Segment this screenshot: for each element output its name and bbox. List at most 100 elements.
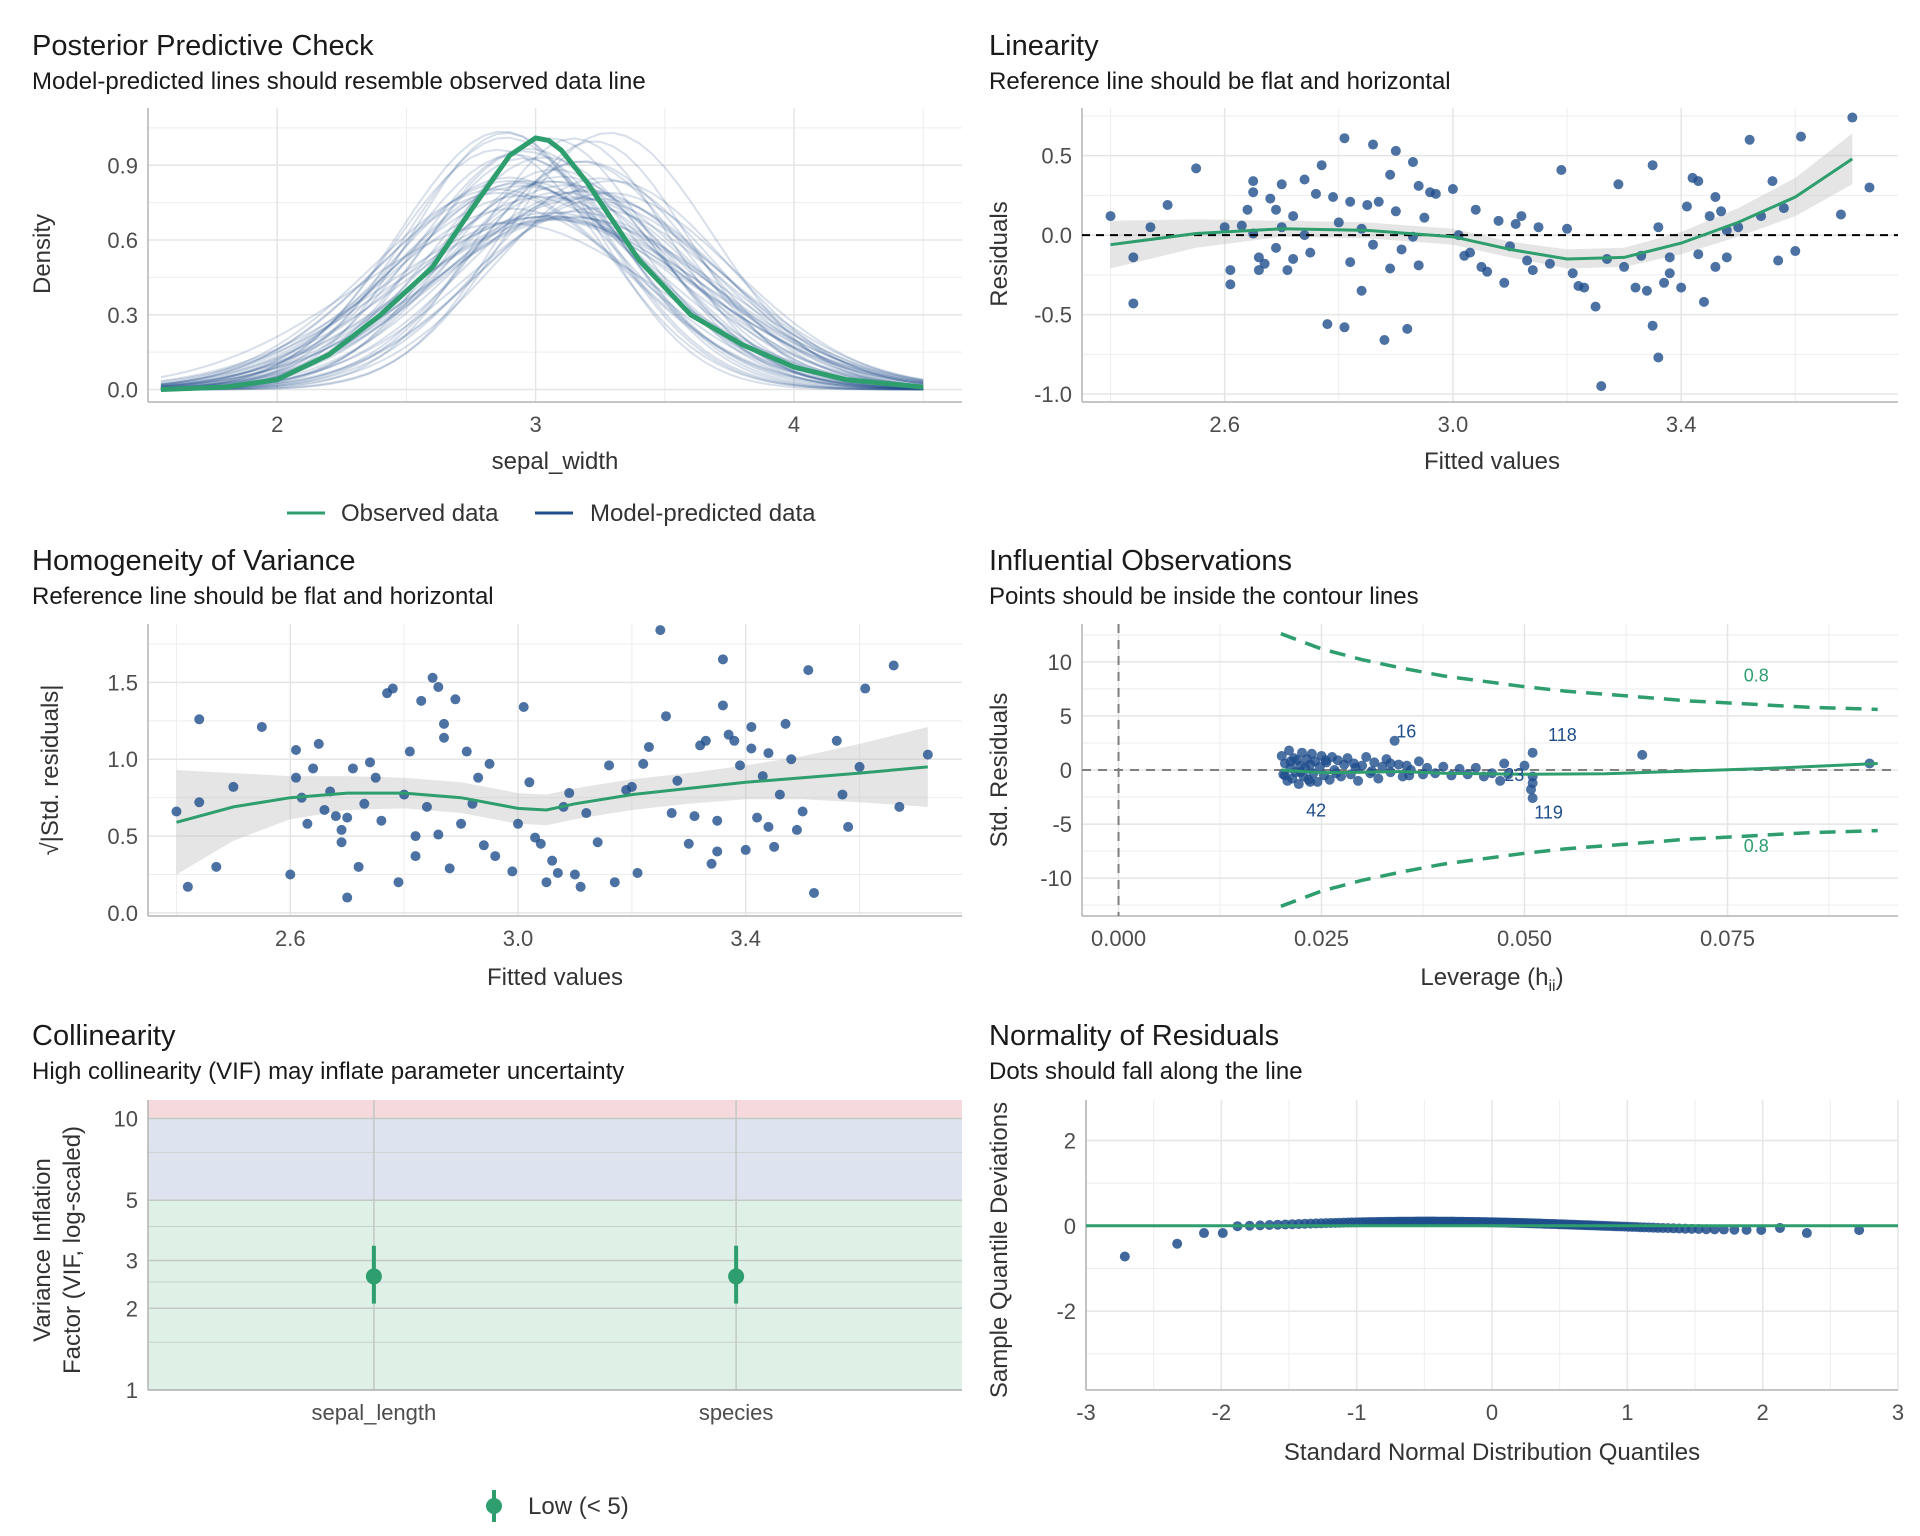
homogeneity-point — [746, 743, 757, 754]
influential-point — [1422, 762, 1433, 773]
linearity-point — [1704, 211, 1715, 222]
influential-y-tick-label: 10 — [1048, 650, 1072, 675]
linearity-point — [1413, 180, 1424, 191]
normality-x-tick-label: 1 — [1621, 1400, 1633, 1425]
homogeneity-point — [194, 797, 205, 808]
linearity-point — [1470, 204, 1481, 215]
normality-subtitle: Dots should fall along the line — [989, 1058, 1303, 1085]
homogeneity-point — [387, 683, 398, 694]
linearity-point — [1407, 157, 1418, 168]
ppc-predicted-line — [160, 191, 924, 390]
influential-point — [1495, 775, 1506, 786]
linearity-point — [1630, 282, 1641, 293]
linearity-y-axis-label: Residuals — [986, 201, 1013, 306]
linearity-point — [1795, 131, 1806, 142]
linearity-point — [1533, 222, 1544, 233]
ppc-predicted-line — [160, 188, 924, 390]
linearity-point — [1276, 222, 1287, 233]
homogeneity-point — [410, 851, 421, 862]
homogeneity-point — [194, 714, 205, 725]
collinearity-zone-2 — [148, 1100, 962, 1119]
linearity-point — [1322, 319, 1333, 330]
homogeneity-point — [450, 694, 461, 705]
influential-y-tick-label: 5 — [1060, 704, 1072, 729]
normality-x-tick-label: 2 — [1757, 1400, 1769, 1425]
homogeneity-point — [638, 758, 649, 769]
legend-key-low-dot — [486, 1498, 502, 1514]
linearity-point — [1447, 184, 1458, 195]
linearity-point — [1510, 219, 1521, 230]
homogeneity-point — [752, 812, 763, 823]
panel-influential: Influential Observations Points should b… — [986, 545, 1898, 995]
homogeneity-point — [632, 867, 643, 878]
linearity-point — [1310, 188, 1321, 199]
ppc-predicted-line — [160, 217, 924, 387]
ppc-predicted-line — [160, 216, 924, 383]
linearity-point — [1368, 239, 1379, 250]
homogeneity-point — [490, 851, 501, 862]
homogeneity-point — [507, 866, 518, 877]
influential-plot-area: 0.000 0.025 0.050 0.075 -10 -5 0 5 10 0.8 0.8 16 118… — [1040, 624, 1898, 951]
influential-x-tick-label: 0.025 — [1294, 926, 1349, 951]
ppc-predicted-line — [160, 176, 924, 391]
linearity-point — [1288, 211, 1299, 222]
linearity-subtitle: Reference line should be flat and horizo… — [989, 68, 1451, 95]
homogeneity-point — [256, 721, 267, 732]
linearity-point — [1242, 204, 1253, 215]
ppc-y-tick-label: 0.0 — [107, 378, 138, 403]
homogeneity-point — [541, 877, 552, 888]
homogeneity-point — [717, 654, 728, 665]
linearity-point — [1653, 222, 1664, 233]
ppc-predicted-line — [160, 160, 924, 391]
homogeneity-point — [319, 804, 330, 815]
normality-y-tick-label: 0 — [1064, 1214, 1076, 1239]
ppc-predicted-line — [160, 160, 924, 391]
homogeneity-point — [211, 861, 222, 872]
homogeneity-point — [735, 760, 745, 771]
ppc-predicted-line — [160, 195, 924, 388]
influential-point — [1377, 761, 1388, 772]
linearity-point — [1345, 196, 1356, 207]
linearity-point — [1562, 223, 1573, 234]
linearity-point — [1328, 191, 1339, 202]
ppc-predicted-line — [160, 180, 924, 389]
linearity-point — [1282, 265, 1293, 276]
linearity-point — [1191, 163, 1202, 174]
influential-point — [1279, 770, 1290, 781]
homogeneity-point — [456, 818, 467, 829]
ppc-predicted-line — [160, 190, 924, 390]
collinearity-y-axis-label-line1: Variance Inflation — [29, 1158, 56, 1342]
homogeneity-confidence-band — [176, 727, 928, 875]
homogeneity-point — [700, 735, 711, 746]
linearity-point — [1847, 112, 1858, 123]
legend-label-low: Low (< 5) — [528, 1493, 629, 1520]
linearity-point — [1299, 174, 1310, 185]
homogeneity-point — [746, 721, 757, 732]
homogeneity-point — [285, 869, 296, 880]
collinearity-y-axis-label-line2: Factor (VIF, log-scaled) — [59, 1126, 86, 1374]
ppc-predicted-line — [160, 184, 924, 390]
homogeneity-point — [291, 745, 301, 756]
linearity-point — [1596, 381, 1607, 392]
ppc-predicted-line — [160, 222, 924, 387]
influential-point — [1353, 775, 1364, 786]
homogeneity-point — [661, 711, 671, 722]
linearity-point — [1641, 285, 1652, 296]
homogeneity-point — [655, 625, 666, 636]
ppc-predicted-line — [160, 140, 924, 391]
homogeneity-point — [444, 863, 455, 874]
ppc-predicted-line — [160, 194, 924, 389]
linearity-y-tick-label: 0.5 — [1041, 144, 1072, 169]
influential-point — [1361, 752, 1372, 763]
collinearity-zone-1 — [148, 1118, 962, 1201]
linearity-point — [1647, 320, 1658, 331]
ppc-predicted-line — [160, 130, 924, 391]
influential-point — [1526, 784, 1537, 795]
influential-point — [1519, 760, 1530, 771]
normality-y-tick-label: -2 — [1056, 1299, 1076, 1324]
influential-x-tick-label: 0.050 — [1497, 926, 1552, 951]
ppc-x-axis-label: sepal_width — [492, 448, 619, 475]
homogeneity-point — [308, 763, 319, 774]
normality-title: Normality of Residuals — [989, 1020, 1279, 1052]
ppc-predicted-line — [160, 211, 924, 386]
